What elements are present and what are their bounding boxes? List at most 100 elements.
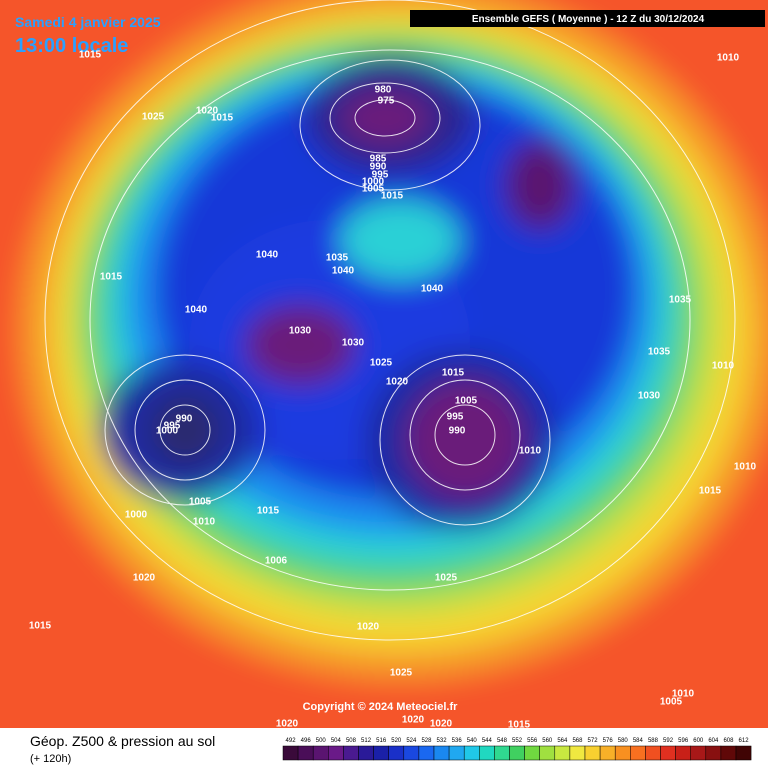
copyright: Copyright © 2024 Meteociel.fr xyxy=(303,701,459,713)
colorbar-cell xyxy=(690,745,707,761)
colorbar-cell xyxy=(479,745,495,761)
footer-title: Géop. Z500 & pression au sol xyxy=(30,733,215,749)
isobar-label: 975 xyxy=(378,96,395,107)
colorbar-cell xyxy=(328,745,344,761)
colorbar-label: 572 xyxy=(588,738,599,744)
colorbar-cell xyxy=(569,745,586,761)
colorbar-cell xyxy=(509,745,525,761)
colorbar-label: 600 xyxy=(693,738,704,744)
isobar-label: 1015 xyxy=(29,621,52,632)
colorbar-label: 608 xyxy=(723,738,734,744)
colorbar-cell xyxy=(630,745,646,761)
colorbar-label: 512 xyxy=(361,738,372,744)
isobar-label: 1015 xyxy=(257,506,280,517)
isobar-label: 1005 xyxy=(455,396,478,407)
colorbar-label: 564 xyxy=(557,738,568,744)
isobar-label: 990 xyxy=(370,162,387,173)
isobar-label: 1020 xyxy=(196,106,219,117)
isobar-label: 1020 xyxy=(133,573,156,584)
isobar-label: 1015 xyxy=(442,368,465,379)
isobar-label: 1030 xyxy=(289,326,312,337)
isobar-label: 1015 xyxy=(381,191,404,202)
colorbar-label: 560 xyxy=(542,738,553,744)
isobar-label: 995 xyxy=(447,412,464,423)
isobar-label: 980 xyxy=(375,85,392,96)
colorbar-label: 588 xyxy=(648,738,659,744)
isobar-label: 1025 xyxy=(370,358,393,369)
isobar-label: 1020 xyxy=(386,377,409,388)
isobar-label: 995 xyxy=(164,421,181,432)
colorbar-cell xyxy=(418,745,435,761)
model-title: Ensemble GEFS ( Moyenne ) - 12 Z du 30/1… xyxy=(472,14,705,25)
isobar-label: 1015 xyxy=(699,486,722,497)
colorbar-label: 576 xyxy=(603,738,614,744)
isobar-label: 1025 xyxy=(435,573,458,584)
colorbar-label: 604 xyxy=(708,738,719,744)
colorbar-cell xyxy=(554,745,571,761)
isobar-label: 1030 xyxy=(342,338,365,349)
isobar-label: 985 xyxy=(370,154,387,165)
isobar-label: 1015 xyxy=(100,272,123,283)
colorbar-label: 596 xyxy=(678,738,689,744)
colorbar-cell xyxy=(388,745,405,761)
colorbar-label: 584 xyxy=(633,738,644,744)
colorbar-cell xyxy=(675,745,691,761)
colorbar-cell xyxy=(448,745,465,761)
colorbar-cell xyxy=(373,745,389,761)
colorbar-cell xyxy=(705,745,722,761)
model-banner xyxy=(410,10,765,27)
colorbar-cell xyxy=(614,745,631,761)
isobar-label: 1010 xyxy=(734,462,757,473)
colorbar-cell xyxy=(433,745,450,761)
colorbar-cell xyxy=(494,745,510,761)
colorbar-cell xyxy=(645,745,661,761)
isobar-label: 1010 xyxy=(519,446,542,457)
colorbar-cell xyxy=(735,745,752,761)
colorbar-cell xyxy=(358,745,374,761)
isobar-label: 1000 xyxy=(362,177,385,188)
colorbar-label: 492 xyxy=(286,738,297,744)
colorbar-label: 548 xyxy=(497,738,508,744)
isobar-label: 1025 xyxy=(142,112,165,123)
colorbar-label: 500 xyxy=(316,738,327,744)
isobar-label: 1040 xyxy=(185,305,208,316)
date: Samedi 4 janvier 2025 xyxy=(15,14,161,30)
isobar-label: 1015 xyxy=(79,50,102,61)
isobar-label: 1000 xyxy=(125,510,148,521)
colorbar-label: 516 xyxy=(376,738,387,744)
isobar-label: 1020 xyxy=(276,719,299,730)
colorbar-cell xyxy=(584,745,601,761)
isobar-label: 1010 xyxy=(672,689,695,700)
isobar-label: 990 xyxy=(449,426,466,437)
isobar-label: 1005 xyxy=(660,697,683,708)
colorbar-cell xyxy=(297,745,314,761)
colorbar-cell xyxy=(463,745,480,761)
isobar-label: 1020 xyxy=(402,715,425,726)
isobar-label: 995 xyxy=(372,170,389,181)
colorbar-label: 496 xyxy=(301,738,312,744)
isobar-label: 1015 xyxy=(508,720,531,731)
colorbar-label: 536 xyxy=(452,738,463,744)
isobar-label: 1035 xyxy=(648,347,671,358)
colorbar-cell xyxy=(720,745,737,761)
isobar-label: 1020 xyxy=(357,622,380,633)
isobar-label: 1035 xyxy=(326,253,349,264)
colorbar-label: 528 xyxy=(421,738,432,744)
colorbar-label: 592 xyxy=(663,738,674,744)
colorbar-cell xyxy=(660,745,676,761)
isobar-label: 1010 xyxy=(717,53,740,64)
isobar-label: 1040 xyxy=(256,250,279,261)
isobar-label: 1040 xyxy=(421,284,444,295)
colorbar: 492 496 500 504 508 512 516 520 524 528 532 536 540 5… xyxy=(282,738,752,761)
isobar-label: 990 xyxy=(176,414,193,425)
colorbar-cell xyxy=(524,745,540,761)
colorbar-label: 612 xyxy=(739,738,750,744)
colorbar-label: 520 xyxy=(391,738,402,744)
colorbar-label: 556 xyxy=(527,738,538,744)
time: 13:00 locale xyxy=(15,35,128,57)
isobar-label: 1005 xyxy=(362,184,385,195)
colorbar-label: 524 xyxy=(406,738,417,744)
colorbar-label: 580 xyxy=(618,738,629,744)
isobar-label: 1020 xyxy=(430,719,453,730)
